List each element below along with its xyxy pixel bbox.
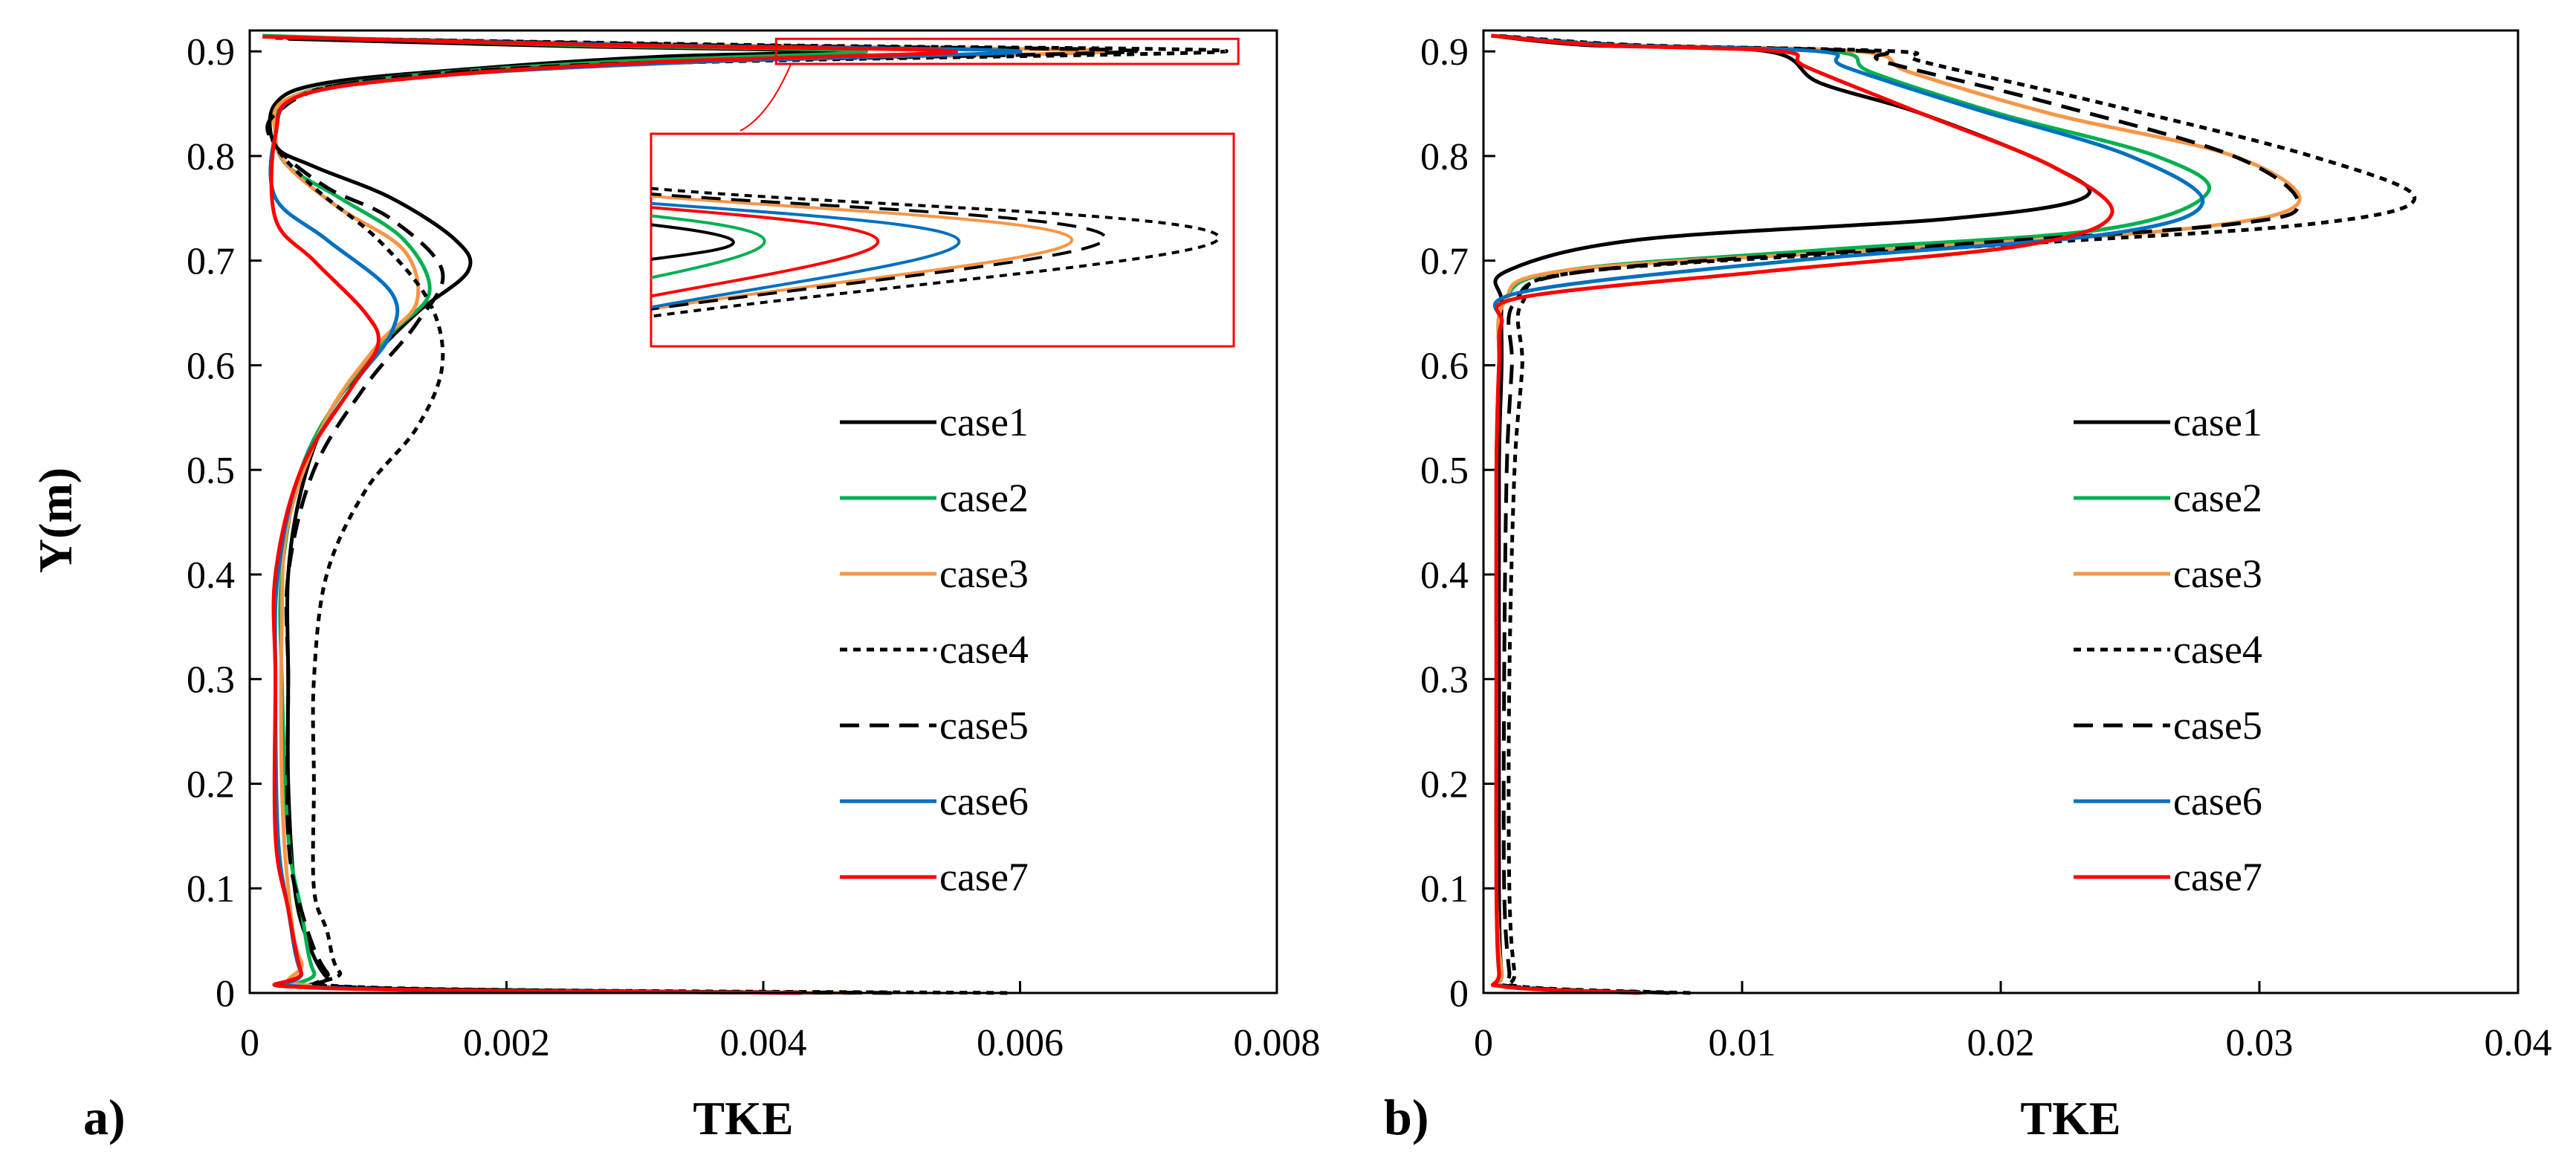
panel-label-a: a) [83, 1089, 126, 1145]
y-tick-label: 0.6 [187, 345, 235, 387]
series-line-case6 [1491, 33, 2205, 995]
legend-b: case1 case2 case3 case4 case5 case6 case7 [2074, 400, 2262, 899]
y-tick-label: 0.7 [187, 241, 235, 283]
legend-label-case7: case7 [2173, 855, 2262, 899]
inset-line-case6 [651, 201, 961, 309]
y-tick-label: 0.3 [187, 659, 235, 702]
x-tick-label: 0.002 [463, 1022, 550, 1064]
y-tick-label: 0.4 [1420, 554, 1469, 597]
y-tick-label: 0.5 [1420, 450, 1469, 492]
x-tick-label: 0.006 [977, 1022, 1064, 1064]
series-lines-a [262, 33, 1229, 995]
x-tick-label: 0.01 [1709, 1022, 1776, 1064]
y-tick-label: 0.7 [1420, 241, 1469, 283]
inset-line-case1 [651, 223, 735, 261]
series-line-case4 [266, 36, 1229, 995]
y-tick-label: 0.6 [1420, 345, 1469, 387]
plot-frame-b [1482, 29, 2520, 994]
y-tick-label: 0.5 [187, 450, 235, 492]
panel-label-b: b) [1384, 1089, 1428, 1145]
legend-label-case4: case4 [939, 627, 1029, 672]
inset-line-case3 [651, 194, 1074, 311]
x-ticks-b: 0 0.01 0.02 0.03 0.04 [1474, 981, 2552, 1064]
series-line-case2 [1491, 33, 2211, 995]
panel-b: 0 0.1 0.2 0.3 0.4 0.5 0.6 0.7 0.8 0.9 0 0.01 0.02 0.… [1384, 29, 2552, 1145]
legend-label-case1: case1 [939, 400, 1029, 444]
y-tick-label: 0.8 [1420, 136, 1469, 178]
y-tick-label: 0.3 [1420, 659, 1469, 702]
y-tick-label: 0.8 [187, 136, 235, 178]
x-tick-label: 0.004 [720, 1022, 807, 1064]
y-tick-label: 0 [1449, 973, 1469, 1015]
legend-a: case1 case2 case3 case4 case5 case6 case7 [840, 400, 1029, 899]
inset-line-case2 [651, 214, 766, 279]
panel-a: 0 0.1 0.2 0.3 0.4 0.5 0.6 0.7 0.8 0.9 0 0.002 0.004… [29, 29, 1321, 1145]
x-tick-label: 0 [240, 1022, 259, 1064]
y-ticks-b: 0 0.1 0.2 0.3 0.4 0.5 0.6 0.7 0.8 0.9 [1420, 31, 1495, 1015]
x-tick-label: 0 [1474, 1022, 1493, 1064]
series-line-case7 [1490, 33, 2114, 995]
y-tick-label: 0.2 [187, 763, 235, 806]
legend-label-case6: case6 [939, 779, 1029, 824]
y-tick-label: 0.9 [1420, 31, 1469, 74]
y-tick-label: 0.9 [187, 31, 235, 74]
plot-frame-a [248, 29, 1278, 994]
inset-lines [651, 187, 1220, 318]
y-axis-title-a: Y(m) [29, 468, 82, 573]
inset-frame [650, 132, 1235, 348]
legend-label-case7: case7 [939, 855, 1029, 899]
inset-connector [740, 63, 792, 132]
legend-label-case3: case3 [2173, 551, 2262, 596]
legend-label-case2: case2 [939, 476, 1029, 520]
x-tick-label: 0.04 [2485, 1022, 2552, 1064]
legend-label-case4: case4 [2173, 627, 2262, 672]
x-tick-label: 0.03 [2226, 1022, 2294, 1064]
y-tick-label: 0.1 [187, 868, 235, 910]
x-tick-label: 0.02 [1967, 1022, 2035, 1064]
legend-label-case6: case6 [2173, 779, 2262, 824]
series-line-case4 [1496, 33, 2417, 995]
x-axis-title-a: TKE [693, 1092, 793, 1145]
y-tick-label: 0.4 [187, 554, 235, 597]
legend-label-case5: case5 [2173, 703, 2262, 748]
x-tick-label: 0.008 [1234, 1022, 1321, 1064]
legend-label-case1: case1 [2173, 400, 2262, 444]
inset-zoom-a [650, 37, 1240, 348]
series-line-case7 [262, 34, 958, 995]
legend-label-case5: case5 [939, 703, 1029, 748]
y-tick-label: 0 [216, 973, 235, 1015]
x-axis-title-b: TKE [2020, 1092, 2120, 1145]
legend-label-case2: case2 [2173, 476, 2262, 520]
inset-source-box [774, 37, 1240, 65]
inset-line-case7 [651, 206, 879, 298]
legend-label-case3: case3 [939, 551, 1029, 596]
series-lines-b [1490, 33, 2417, 995]
series-line-case1 [1491, 33, 2091, 995]
series-line-case5 [1493, 33, 2300, 995]
y-tick-label: 0.2 [1420, 763, 1469, 806]
x-ticks-a: 0 0.002 0.004 0.006 0.008 [240, 981, 1321, 1064]
y-tick-label: 0.1 [1420, 868, 1469, 910]
y-ticks-a: 0 0.1 0.2 0.3 0.4 0.5 0.6 0.7 0.8 0.9 [187, 31, 262, 1015]
series-line-case5 [265, 36, 1139, 995]
series-line-case2 [262, 33, 868, 995]
